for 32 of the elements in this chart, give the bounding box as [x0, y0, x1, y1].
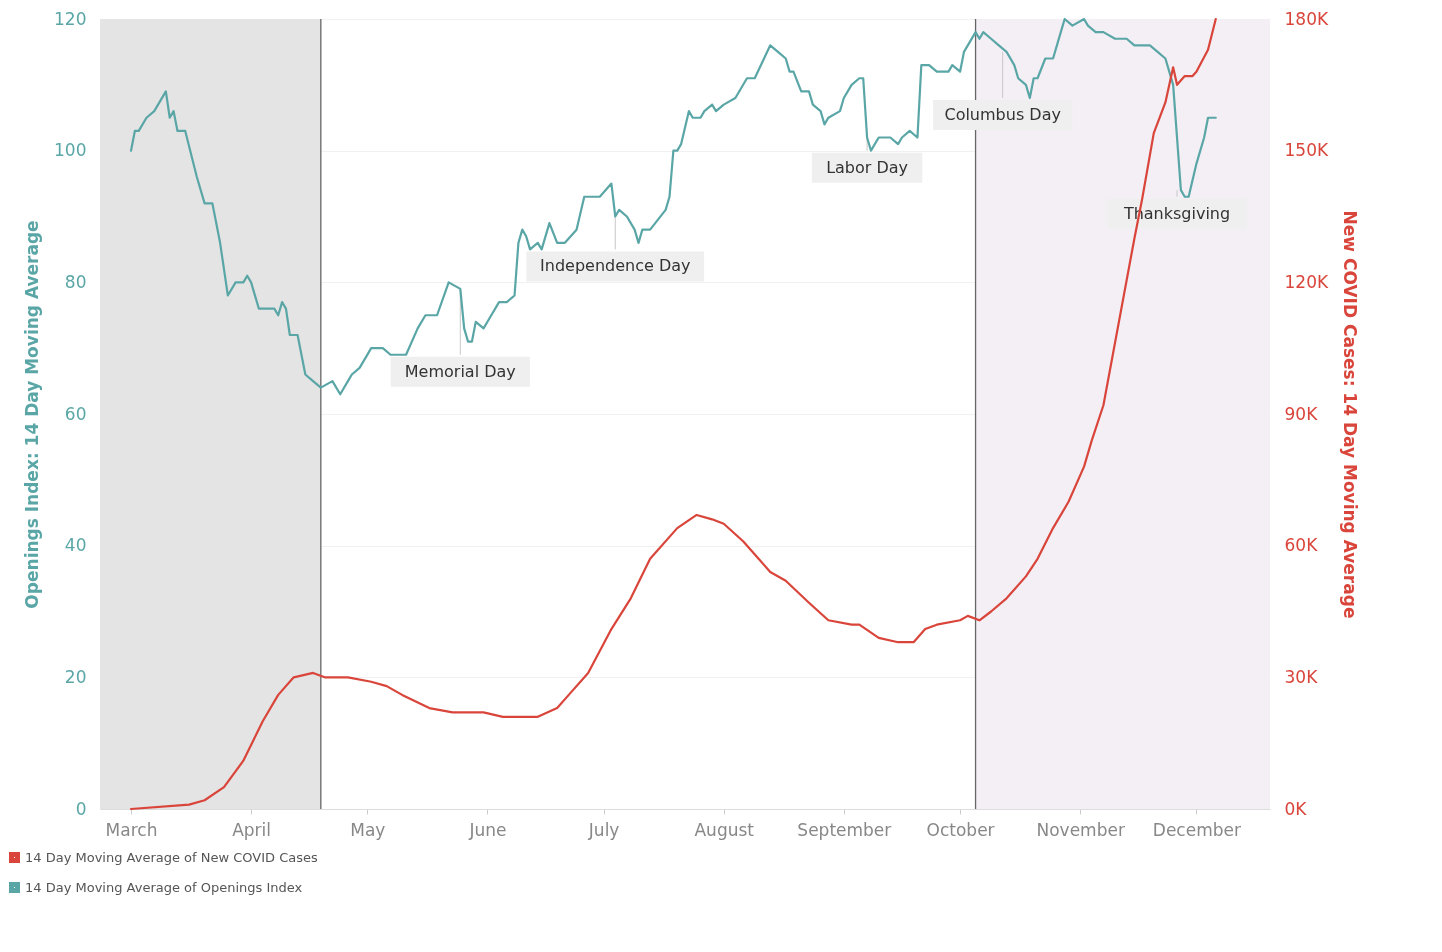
y-tick-label: 40: [64, 535, 87, 556]
x-tick-label: August: [694, 819, 755, 840]
x-tick-label: December: [1152, 819, 1241, 840]
legend-label: 14 Day Moving Average of New COVID Cases: [25, 849, 319, 865]
y2-tick-label: 30K: [1284, 666, 1319, 687]
x-tick-label: June: [468, 819, 507, 840]
x-tick-label: July: [587, 819, 620, 840]
x-tick-label: April: [232, 819, 272, 840]
annotation: Labor Day: [826, 157, 909, 177]
annotation: Columbus Day: [944, 105, 1061, 124]
legend-label: 14 Day Moving Average of Openings Index: [25, 879, 303, 895]
y-tick-label: 80: [64, 271, 87, 292]
y2-axis-title: New COVID Cases: 14 Day Moving Average: [1340, 210, 1361, 619]
y2-tick-label: 120K: [1284, 271, 1329, 292]
y-tick-label: 60: [64, 403, 87, 424]
y-tick-label: 120: [54, 8, 87, 29]
y2-tick-label: 150K: [1284, 140, 1329, 161]
y-tick-label: 100: [54, 140, 87, 161]
y-tick-label: 0: [75, 798, 87, 819]
x-tick-label: September: [797, 819, 892, 840]
x-tick-label: October: [926, 819, 995, 840]
x-tick-label: November: [1036, 819, 1125, 840]
x-tick-label: May: [350, 819, 386, 840]
annotation: Memorial Day: [404, 361, 516, 381]
y2-tick-label: 0K: [1284, 798, 1308, 819]
y-tick-label: 20: [64, 666, 87, 687]
y2-tick-label: 60K: [1284, 535, 1319, 556]
x-tick-label: March: [105, 819, 158, 840]
annotation: Independence Day: [540, 256, 691, 276]
y-axis-title: Openings Index: 14 Day Moving Average: [22, 220, 43, 609]
y2-tick-label: 180K: [1284, 8, 1329, 29]
y2-tick-label: 90K: [1284, 403, 1319, 424]
